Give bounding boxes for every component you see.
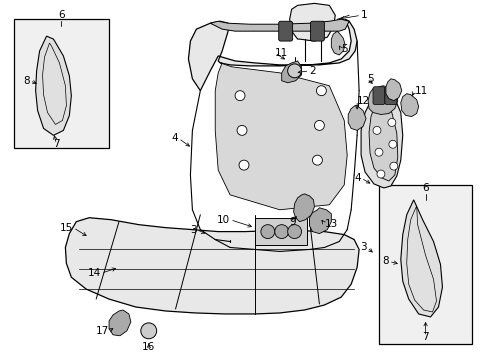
Text: 10: 10 xyxy=(217,215,230,225)
FancyBboxPatch shape xyxy=(384,87,396,105)
Text: 11: 11 xyxy=(274,48,287,58)
Bar xyxy=(14,19,109,148)
Text: 5: 5 xyxy=(341,44,347,54)
Polygon shape xyxy=(385,79,401,100)
Circle shape xyxy=(239,160,248,170)
Polygon shape xyxy=(367,86,397,114)
FancyBboxPatch shape xyxy=(372,87,384,105)
Circle shape xyxy=(389,162,397,170)
Polygon shape xyxy=(400,200,442,317)
Polygon shape xyxy=(215,63,346,210)
Text: 14: 14 xyxy=(88,268,101,278)
Circle shape xyxy=(260,225,274,239)
Text: 4: 4 xyxy=(354,173,360,183)
Polygon shape xyxy=(210,19,348,31)
Polygon shape xyxy=(109,310,131,336)
Text: 11: 11 xyxy=(414,86,427,96)
Circle shape xyxy=(316,86,325,96)
Bar xyxy=(378,185,471,344)
Polygon shape xyxy=(65,218,358,314)
Polygon shape xyxy=(360,89,402,188)
Text: 7: 7 xyxy=(422,332,428,342)
Text: 2: 2 xyxy=(309,66,315,76)
Circle shape xyxy=(374,148,382,156)
Circle shape xyxy=(237,125,246,135)
Polygon shape xyxy=(347,105,366,130)
Bar xyxy=(254,218,306,246)
Circle shape xyxy=(314,121,324,130)
Circle shape xyxy=(388,140,396,148)
Polygon shape xyxy=(188,19,356,91)
Circle shape xyxy=(372,126,380,134)
FancyBboxPatch shape xyxy=(278,21,292,41)
Circle shape xyxy=(287,64,301,78)
Polygon shape xyxy=(309,208,331,234)
Text: 13: 13 xyxy=(324,219,337,229)
Circle shape xyxy=(387,118,395,126)
Text: 6: 6 xyxy=(58,10,64,20)
Polygon shape xyxy=(368,103,397,181)
Polygon shape xyxy=(36,36,71,135)
Polygon shape xyxy=(289,3,335,41)
Text: 9: 9 xyxy=(289,217,296,227)
Text: 16: 16 xyxy=(142,342,155,352)
Text: 1: 1 xyxy=(360,10,367,20)
Text: 17: 17 xyxy=(96,326,109,336)
Text: 12: 12 xyxy=(356,96,369,105)
Text: 4: 4 xyxy=(172,133,178,143)
Polygon shape xyxy=(400,94,418,117)
Circle shape xyxy=(287,225,301,239)
Text: 8: 8 xyxy=(382,256,388,266)
Text: 3: 3 xyxy=(360,243,366,252)
FancyBboxPatch shape xyxy=(310,21,324,41)
Circle shape xyxy=(376,170,384,178)
Text: 15: 15 xyxy=(60,222,73,233)
Text: 5: 5 xyxy=(366,74,373,84)
Circle shape xyxy=(141,323,156,339)
Polygon shape xyxy=(293,194,314,222)
Text: 3: 3 xyxy=(189,225,196,235)
Text: 7: 7 xyxy=(53,139,60,149)
Text: 8: 8 xyxy=(23,76,30,86)
Text: 6: 6 xyxy=(422,183,428,193)
Polygon shape xyxy=(281,61,301,83)
Polygon shape xyxy=(331,31,345,55)
Circle shape xyxy=(312,155,322,165)
Circle shape xyxy=(235,91,244,100)
Circle shape xyxy=(274,225,288,239)
